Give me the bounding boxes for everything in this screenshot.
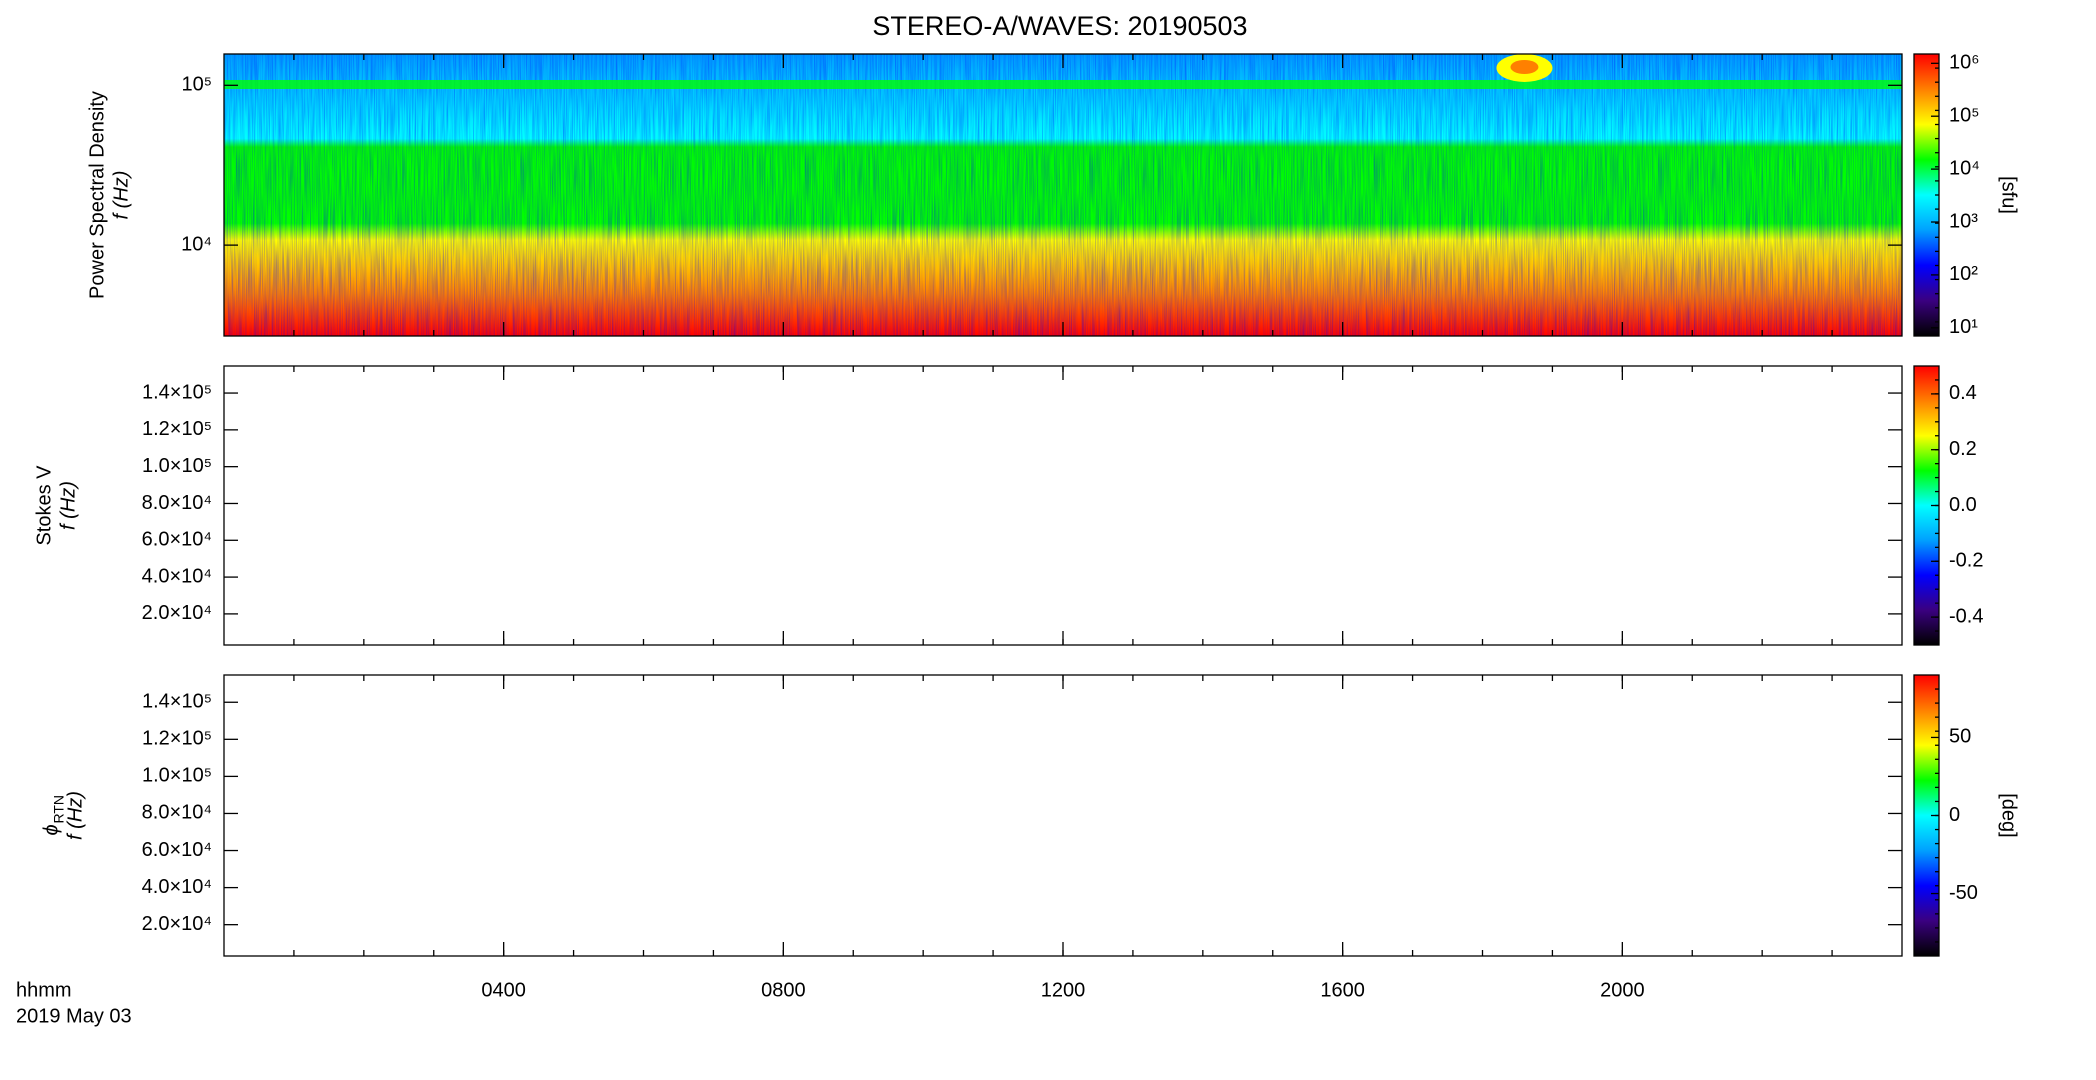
colorbar-tick-label: 10² xyxy=(1949,263,1978,285)
colorbar-tick-label: 50 xyxy=(1949,726,1971,748)
y-tick-label: 10⁵ xyxy=(181,74,212,96)
y-tick-label: 2.0×10⁴ xyxy=(142,602,212,624)
colorbar-tick-label: 10⁶ xyxy=(1949,52,1979,74)
y-tick-label: 4.0×10⁴ xyxy=(142,876,212,898)
colorbar-tick-label: 10⁴ xyxy=(1949,157,1980,179)
y-tick-label: 1.0×10⁵ xyxy=(142,455,212,477)
colorbar-tick-label: 10⁵ xyxy=(1949,104,1980,126)
spectrogram-texture xyxy=(224,54,1902,336)
y-axis-label-subscript: RTN xyxy=(51,795,67,824)
y-axis-label: f (Hz) xyxy=(57,481,79,530)
y-axis-label: Power Spectral Density xyxy=(86,91,108,299)
colorbar-tick-label: 0 xyxy=(1949,804,1960,826)
y-tick-label: 6.0×10⁴ xyxy=(142,529,212,551)
x-tick-label: 1200 xyxy=(1041,979,1086,1001)
x-tick-label: 2000 xyxy=(1600,979,1645,1001)
x-tick-label: 0800 xyxy=(761,979,806,1001)
chart-title: STEREO-A/WAVES: 20190503 xyxy=(872,11,1247,41)
colorbar-tick-label: -0.4 xyxy=(1949,605,1983,627)
colorbar-tick-label: -50 xyxy=(1949,882,1978,904)
plot-frame xyxy=(223,674,1903,957)
x-tick-label: 0400 xyxy=(481,979,526,1001)
y-tick-label: 1.2×10⁵ xyxy=(142,418,212,440)
y-tick-label: 2.0×10⁴ xyxy=(142,913,212,935)
colorbar-tick-label: -0.2 xyxy=(1949,550,1983,572)
colorbar-tick-label: 0.2 xyxy=(1949,438,1977,460)
burst-core xyxy=(1510,60,1539,74)
colorbar xyxy=(1913,53,1940,337)
date-label: 2019 May 03 xyxy=(16,1005,132,1027)
y-axis-label: f (Hz) xyxy=(110,171,132,220)
y-tick-label: 1.2×10⁵ xyxy=(142,728,212,750)
colorbar-label: [sfu] xyxy=(1998,176,2020,214)
y-tick-label: 1.4×10⁵ xyxy=(142,381,212,403)
x-tick-label: 1600 xyxy=(1320,979,1365,1001)
y-axis-label-symbol: ϕ xyxy=(40,824,62,835)
colorbar-tick-label: 10¹ xyxy=(1949,316,1978,338)
colorbar-tick-label: 0.4 xyxy=(1949,382,1977,404)
y-tick-label: 1.0×10⁵ xyxy=(142,765,212,787)
plot-frame xyxy=(223,365,1903,646)
y-axis-label: Stokes V xyxy=(33,465,55,546)
spectrogram-band xyxy=(224,80,1902,89)
y-tick-label: 8.0×10⁴ xyxy=(142,492,212,514)
x-axis-label: hhmm xyxy=(16,979,72,1001)
y-tick-label: 8.0×10⁴ xyxy=(142,802,212,824)
y-tick-label: 4.0×10⁴ xyxy=(142,565,212,587)
colorbar-tick-label: 10³ xyxy=(1949,210,1978,232)
y-tick-label: 10⁴ xyxy=(181,233,212,255)
y-tick-label: 6.0×10⁴ xyxy=(142,839,212,861)
colorbar-label: [deg] xyxy=(1998,793,2020,837)
colorbar-tick-label: 0.0 xyxy=(1949,494,1977,516)
y-axis-label: f (Hz) xyxy=(64,791,86,840)
y-tick-label: 1.4×10⁵ xyxy=(142,691,212,713)
